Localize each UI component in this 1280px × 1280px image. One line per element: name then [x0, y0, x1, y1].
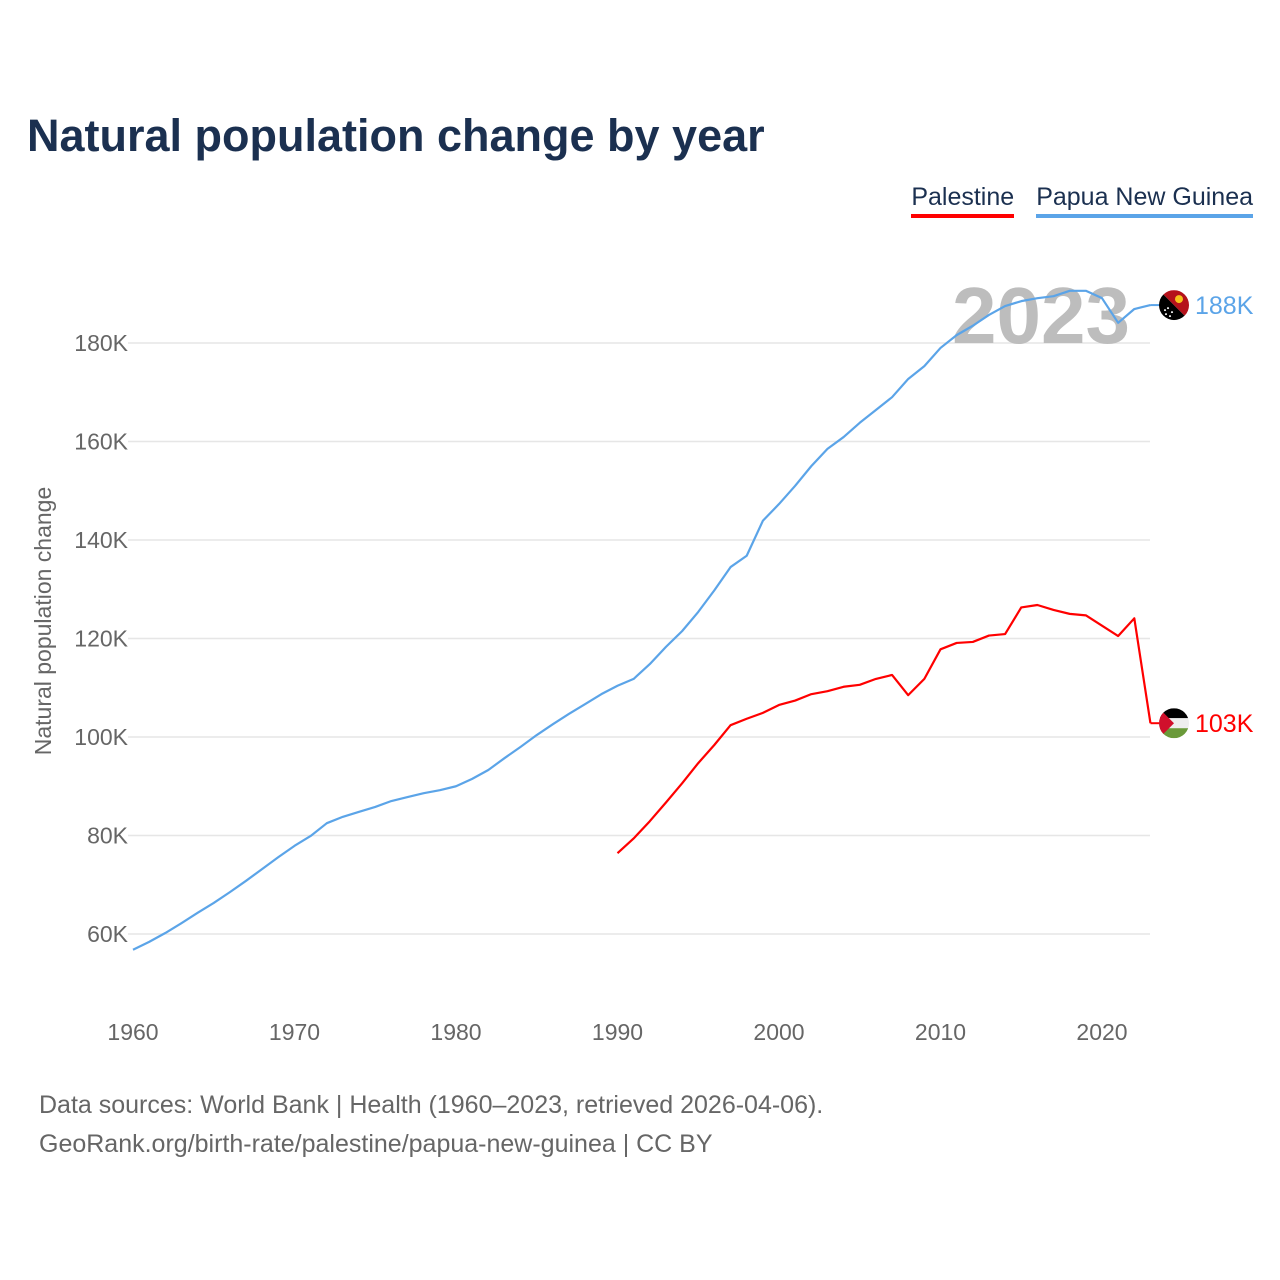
y-tick-label: 160K — [74, 429, 128, 455]
y-tick-label: 60K — [87, 921, 129, 947]
source-note: Data sources: World Bank | Health (1960–… — [39, 1086, 823, 1164]
year-marker: 2023 — [952, 271, 1130, 360]
source-line-1: Data sources: World Bank | Health (1960–… — [39, 1091, 824, 1119]
x-tick-label: 1980 — [430, 1019, 481, 1045]
chart-title: Natural population change by year — [27, 110, 765, 161]
legend: Palestine Papua New Guinea — [911, 183, 1253, 218]
end-value-label: 103K — [1195, 710, 1254, 738]
x-tick-label: 2010 — [915, 1019, 966, 1045]
x-tick-label: 2000 — [753, 1019, 804, 1045]
series-line-palestine — [616, 603, 1152, 855]
line-chart: 2023 60K 80K 100K 120K 140K 160K 180K 1960 1970… — [30, 271, 1254, 1045]
y-tick-label: 80K — [87, 823, 129, 849]
x-tick-label: 1970 — [269, 1019, 320, 1045]
x-tick-label: 1960 — [107, 1019, 158, 1045]
legend-item-palestine[interactable]: Palestine — [911, 183, 1015, 218]
y-tick-label: 140K — [74, 527, 128, 553]
y-tick-label: 120K — [74, 626, 128, 652]
y-axis-label: Natural population change — [30, 487, 56, 756]
x-tick-label: 1990 — [592, 1019, 643, 1045]
series-line-papua-new-guinea — [132, 289, 1151, 951]
y-tick-label: 180K — [74, 330, 128, 356]
x-tick-label: 2020 — [1076, 1019, 1127, 1045]
source-line-2[interactable]: GeoRank.org/birth-rate/palestine/papua-n… — [39, 1130, 713, 1158]
papua-new-guinea-flag-icon — [1159, 290, 1189, 321]
legend-item-papua-new-guinea[interactable]: Papua New Guinea — [1036, 183, 1253, 218]
y-tick-label: 100K — [74, 724, 128, 750]
palestine-flag-icon — [1159, 708, 1189, 739]
end-value-label: 188K — [1195, 292, 1254, 320]
